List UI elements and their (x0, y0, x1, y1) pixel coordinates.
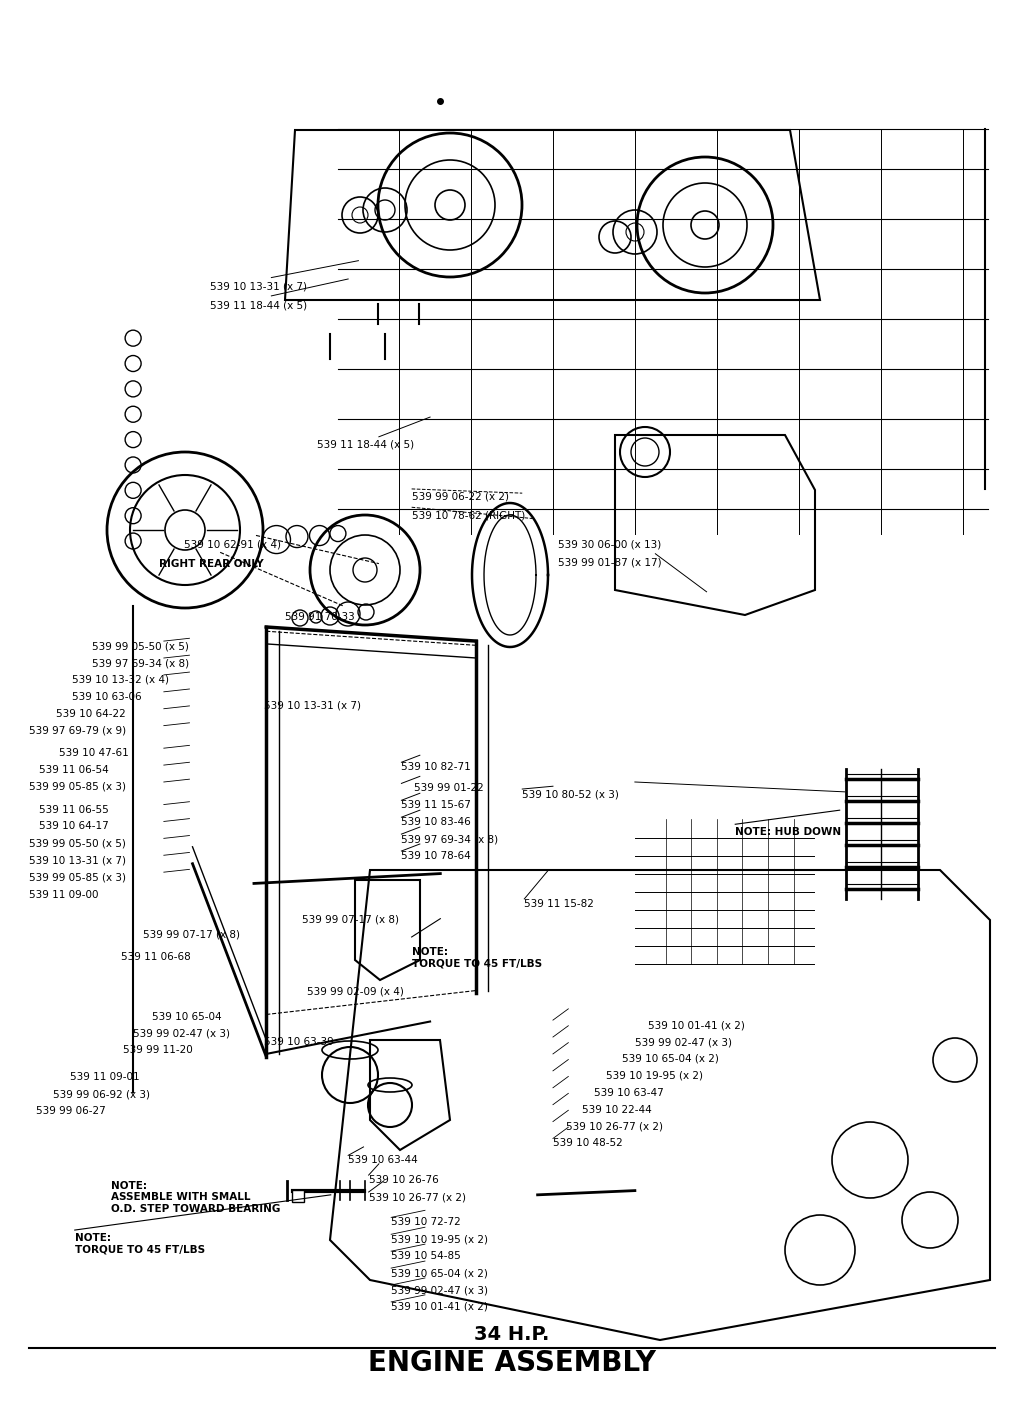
Text: 539 97 69-34 (x 8): 539 97 69-34 (x 8) (92, 658, 189, 668)
Text: 539 10 64-22: 539 10 64-22 (56, 709, 126, 719)
Text: 539 99 02-47 (x 3): 539 99 02-47 (x 3) (133, 1029, 230, 1038)
Text: 539 97 69-79 (x 9): 539 97 69-79 (x 9) (29, 726, 126, 735)
Text: 539 11 15-67: 539 11 15-67 (401, 800, 471, 810)
Text: NOTE: HUB DOWN: NOTE: HUB DOWN (735, 827, 842, 837)
Text: 539 10 54-85: 539 10 54-85 (391, 1251, 461, 1261)
Text: 539 10 01-41 (x 2): 539 10 01-41 (x 2) (648, 1020, 745, 1030)
Text: 539 99 01-22: 539 99 01-22 (414, 783, 483, 793)
Text: 539 11 06-55: 539 11 06-55 (39, 805, 109, 814)
Text: 539 99 05-85 (x 3): 539 99 05-85 (x 3) (29, 782, 126, 792)
Text: 539 10 64-17: 539 10 64-17 (39, 821, 109, 831)
Text: 539 10 63-47: 539 10 63-47 (594, 1088, 664, 1098)
Text: 539 97 69-34 (x 8): 539 97 69-34 (x 8) (401, 834, 499, 844)
Text: 539 10 63-06: 539 10 63-06 (72, 692, 141, 702)
Text: NOTE:
ASSEMBLE WITH SMALL
O.D. STEP TOWARD BEARING: NOTE: ASSEMBLE WITH SMALL O.D. STEP TOWA… (111, 1181, 280, 1215)
Text: 539 10 19-95 (x 2): 539 10 19-95 (x 2) (391, 1234, 488, 1244)
Text: 539 10 72-72: 539 10 72-72 (391, 1217, 461, 1227)
Text: 539 10 26-77 (x 2): 539 10 26-77 (x 2) (566, 1122, 664, 1131)
Text: 539 10 47-61: 539 10 47-61 (59, 748, 129, 758)
Text: 539 10 65-04 (x 2): 539 10 65-04 (x 2) (391, 1268, 488, 1278)
Text: 539 99 02-09 (x 4): 539 99 02-09 (x 4) (307, 986, 404, 996)
Text: 539 10 48-52: 539 10 48-52 (553, 1138, 623, 1148)
Text: 539 10 62-91 (x 4): 539 10 62-91 (x 4) (184, 540, 282, 550)
Text: 539 10 78-62 (RIGHT): 539 10 78-62 (RIGHT) (412, 510, 525, 520)
Bar (292, 1189, 304, 1202)
Text: 539 10 82-71: 539 10 82-71 (401, 762, 471, 772)
Text: 539 11 06-68: 539 11 06-68 (121, 952, 190, 962)
Text: 539 10 80-52 (x 3): 539 10 80-52 (x 3) (522, 789, 620, 799)
Text: 539 10 26-76: 539 10 26-76 (369, 1175, 438, 1185)
Text: ENGINE ASSEMBLY: ENGINE ASSEMBLY (368, 1348, 656, 1377)
Text: 539 10 65-04 (x 2): 539 10 65-04 (x 2) (622, 1054, 719, 1064)
Text: 539 10 22-44: 539 10 22-44 (582, 1105, 651, 1115)
Text: 539 10 26-77 (x 2): 539 10 26-77 (x 2) (369, 1192, 466, 1202)
Text: 539 11 15-82: 539 11 15-82 (524, 899, 594, 909)
Text: 539 11 09-00: 539 11 09-00 (29, 890, 98, 900)
Text: NOTE:
TORQUE TO 45 FT/LBS: NOTE: TORQUE TO 45 FT/LBS (75, 1233, 205, 1254)
Text: 539 10 01-41 (x 2): 539 10 01-41 (x 2) (391, 1302, 488, 1312)
Text: 539 11 18-44 (x 5): 539 11 18-44 (x 5) (317, 440, 415, 449)
Text: 539 10 13-31 (x 7): 539 10 13-31 (x 7) (210, 282, 307, 292)
Text: 539 10 65-04: 539 10 65-04 (152, 1012, 221, 1022)
Text: 539 10 13-32 (x 4): 539 10 13-32 (x 4) (72, 675, 169, 685)
Text: 539 99 01-87 (x 17): 539 99 01-87 (x 17) (558, 558, 662, 568)
Text: 539 11 18-44 (x 5): 539 11 18-44 (x 5) (210, 300, 307, 310)
Text: 539 10 78-64: 539 10 78-64 (401, 851, 471, 861)
Text: 34 H.P.: 34 H.P. (474, 1324, 550, 1344)
Text: 539 99 11-20: 539 99 11-20 (123, 1045, 193, 1055)
Text: 539 30 06-00 (x 13): 539 30 06-00 (x 13) (558, 540, 662, 550)
Text: 539 99 07-17 (x 8): 539 99 07-17 (x 8) (302, 914, 399, 924)
Text: 539 99 05-50 (x 5): 539 99 05-50 (x 5) (92, 641, 189, 651)
Text: 539 11 06-54: 539 11 06-54 (39, 765, 109, 775)
Text: 539 10 63-44: 539 10 63-44 (348, 1155, 418, 1165)
Text: 539 10 83-46: 539 10 83-46 (401, 817, 471, 827)
Text: 539 99 06-92 (x 3): 539 99 06-92 (x 3) (53, 1089, 151, 1099)
Text: RIGHT REAR ONLY: RIGHT REAR ONLY (159, 559, 263, 569)
Text: 539 10 13-31 (x 7): 539 10 13-31 (x 7) (29, 855, 126, 865)
Text: 539 99 05-50 (x 5): 539 99 05-50 (x 5) (29, 838, 126, 848)
Text: 539 99 02-47 (x 3): 539 99 02-47 (x 3) (635, 1037, 732, 1047)
Text: 539 11 09-01: 539 11 09-01 (70, 1072, 139, 1082)
Text: 539 10 13-31 (x 7): 539 10 13-31 (x 7) (264, 700, 361, 710)
Text: 539 99 05-85 (x 3): 539 99 05-85 (x 3) (29, 872, 126, 882)
Text: 539 91 70-33: 539 91 70-33 (285, 612, 354, 621)
Text: NOTE:
TORQUE TO 45 FT/LBS: NOTE: TORQUE TO 45 FT/LBS (412, 947, 542, 968)
Text: 539 99 06-27: 539 99 06-27 (36, 1106, 105, 1116)
Text: 539 99 07-17 (x 8): 539 99 07-17 (x 8) (143, 930, 241, 940)
Text: 539 10 63-39: 539 10 63-39 (264, 1037, 334, 1047)
Text: 539 99 02-47 (x 3): 539 99 02-47 (x 3) (391, 1285, 488, 1295)
Text: 539 99 06-22 (x 2): 539 99 06-22 (x 2) (412, 492, 509, 502)
Text: 539 10 19-95 (x 2): 539 10 19-95 (x 2) (606, 1071, 703, 1081)
